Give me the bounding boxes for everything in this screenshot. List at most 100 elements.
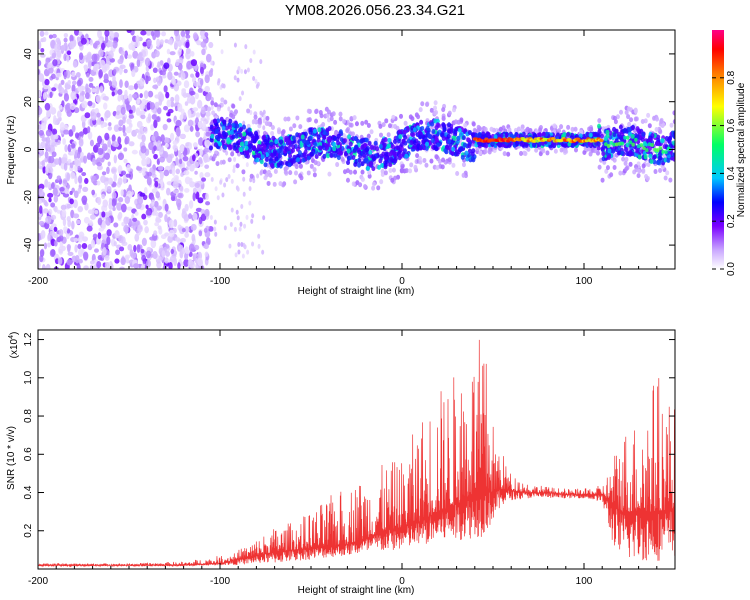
spectrogram-cell — [332, 146, 337, 152]
spectrogram-cell — [38, 220, 45, 226]
spectrogram-cell — [400, 164, 405, 170]
spectrogram-cell — [111, 198, 117, 207]
spectrogram-cell — [478, 150, 483, 156]
spectrogram-cell — [177, 103, 183, 113]
spectrogram-cell — [192, 107, 199, 112]
spectrogram-cell — [53, 134, 59, 140]
spectrogram-cell — [58, 234, 64, 242]
spectrogram-cell — [76, 263, 81, 269]
spectrogram-cell — [77, 151, 81, 159]
spectrogram-cell — [44, 157, 49, 163]
spectrogram-cell — [288, 126, 293, 132]
spectrogram-cell — [237, 66, 241, 72]
spectrogram-cell — [170, 101, 175, 108]
spectrogram-cell — [301, 157, 306, 163]
spectrogram-cell — [150, 124, 155, 131]
spectrogram-cell — [368, 162, 373, 168]
spectrogram-cell — [119, 266, 125, 269]
spectrogram-cell — [307, 117, 312, 123]
spectrogram-cell — [274, 139, 279, 145]
spectrogram-cell — [164, 203, 169, 212]
spectrogram-cell — [69, 40, 75, 50]
spectrogram-cell — [366, 122, 371, 128]
spectrogram-cell — [69, 162, 74, 169]
spectrogram-cell — [153, 119, 158, 129]
spectrogram-cell — [224, 132, 229, 138]
spectrogram-cell — [202, 120, 206, 130]
spectrogram-cell — [161, 70, 166, 76]
spectrogram-cell — [246, 123, 251, 129]
spectrogram-cell — [312, 128, 317, 134]
spectrogram-cell — [153, 30, 160, 37]
spectrogram-cell — [360, 176, 365, 182]
spectrogram-cell — [101, 171, 107, 176]
spectrogram-cell — [227, 174, 231, 180]
spectrogram-cell — [170, 96, 175, 103]
spectrogram-cell — [38, 59, 42, 67]
spectrogram-cell — [142, 41, 148, 47]
spectrogram-cell — [111, 134, 116, 143]
spectrogram-cell — [52, 33, 57, 39]
spectrogram-cell — [363, 157, 368, 163]
spectrogram-cell — [327, 171, 332, 177]
spectrogram-cell — [182, 92, 188, 98]
spectrogram-cell — [405, 127, 410, 133]
spectrogram-cell — [398, 134, 403, 140]
spectrogram-cell — [87, 59, 92, 69]
spectrogram-cell — [41, 137, 48, 142]
spectrogram-cell — [248, 147, 253, 153]
spectrogram-cell — [295, 115, 300, 121]
spectrogram-cell — [436, 142, 441, 148]
spectrogram-cell — [97, 135, 103, 145]
spectrogram-cell — [588, 151, 593, 157]
spectrogram-cell — [52, 128, 58, 135]
spectrogram-cell — [164, 214, 168, 223]
spectrogram-cell — [615, 114, 620, 120]
spectrogram-cell — [47, 233, 51, 242]
spectrogram-cell — [403, 120, 408, 126]
spectrogram-cell — [120, 170, 127, 176]
spectrogram-cell — [48, 155, 55, 164]
spectrogram-cell — [612, 165, 617, 171]
spectrogram-cell — [174, 237, 181, 242]
spectrogram-cell — [227, 157, 232, 163]
spectrogram-cell — [228, 118, 233, 124]
spectrogram-cell — [392, 152, 397, 158]
spectrogram-cell — [88, 76, 94, 82]
spectrogram-cell — [71, 220, 75, 230]
spectrogram-cell — [188, 213, 193, 220]
spectrogram-cell — [640, 137, 645, 143]
spectrogram-cell — [195, 71, 200, 78]
spectrogram-cell — [185, 47, 191, 55]
spectrogram-cell — [128, 85, 135, 91]
spectrogram-ytick-label: -20 — [23, 190, 34, 205]
spectrogram-cell — [168, 219, 175, 229]
spectrogram-cell — [183, 170, 190, 176]
spectrogram-cell — [395, 125, 400, 131]
spectrogram-cell — [653, 147, 657, 152]
spectrogram-cell — [286, 116, 291, 122]
spectrogram-cell — [618, 170, 623, 176]
spectrogram-cell — [657, 160, 662, 166]
spectrogram-cell — [297, 150, 302, 156]
spectrogram-cell — [175, 156, 179, 166]
spectrogram-cell — [346, 148, 351, 154]
spectrogram-cell — [522, 150, 527, 156]
spectrogram-cell — [144, 126, 148, 134]
spectrogram-cell — [416, 114, 421, 120]
spectrogram-cell — [441, 123, 446, 129]
spectrogram-cell — [325, 127, 330, 133]
spectrogram-cell — [124, 80, 129, 88]
spectrogram-cell — [433, 100, 438, 106]
spectrogram-cell — [348, 141, 353, 147]
spectrogram-cell — [118, 119, 124, 127]
spectrogram-cell — [172, 140, 178, 146]
spectrogram-cell — [223, 182, 227, 188]
spectrogram-cell — [231, 103, 236, 109]
spectrogram-cell — [269, 156, 274, 162]
spectrogram-cell — [519, 150, 524, 156]
spectrogram-cell — [326, 109, 331, 115]
spectrogram-cell — [264, 121, 269, 127]
spectrogram-cell — [107, 40, 114, 47]
spectrogram-cell — [154, 101, 160, 109]
